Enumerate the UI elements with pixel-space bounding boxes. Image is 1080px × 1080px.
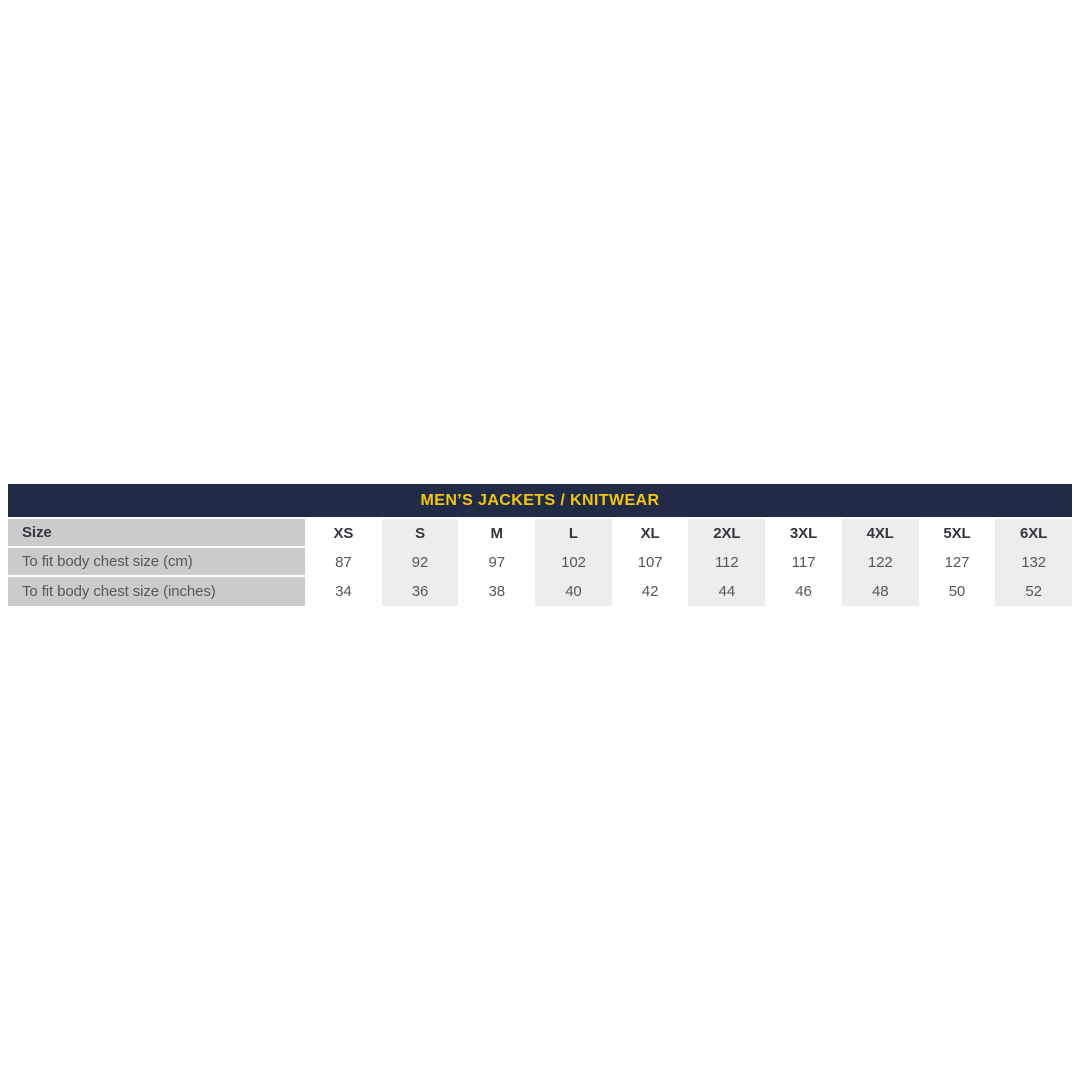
measurement-value: 112	[688, 548, 766, 577]
measurement-value: 34	[335, 583, 352, 600]
size-chart: MEN’S JACKETS / KNITWEAR Size XS S M L XL 2XL 3…	[8, 484, 1072, 606]
size-column-header: 4XL	[841, 519, 919, 548]
size-row-header: Size	[8, 519, 305, 548]
measurement-row-label: To fit body chest size (inches)	[8, 577, 305, 606]
measurement-value: 122	[841, 548, 919, 577]
measurement-value: 97	[488, 554, 505, 571]
measurement-value: 46	[795, 583, 812, 600]
size-column-header: 5XL	[943, 525, 971, 542]
size-column-header: L	[535, 519, 612, 548]
measurement-value: 42	[641, 583, 659, 600]
size-chart-header: MEN’S JACKETS / KNITWEAR	[8, 484, 1072, 517]
size-column-header: S	[381, 519, 459, 548]
measurement-value: 36	[381, 577, 459, 606]
measurement-row-label: To fit body chest size (cm)	[8, 548, 305, 577]
size-column-header: 3XL	[789, 525, 818, 542]
measurement-value: 117	[791, 554, 816, 571]
measurement-value: 107	[637, 554, 663, 571]
size-column-header: XL	[640, 525, 660, 542]
measurement-value: 44	[688, 577, 766, 606]
measurement-value: 92	[381, 548, 459, 577]
size-column-header: M	[490, 525, 504, 542]
measurement-value: 87	[335, 554, 352, 571]
measurement-value: 127	[944, 554, 970, 571]
measurement-value: 40	[535, 577, 612, 606]
measurement-value: 38	[488, 583, 505, 600]
size-chart-title: MEN’S JACKETS / KNITWEAR	[420, 491, 660, 509]
measurement-value: 52	[995, 577, 1072, 606]
measurement-value: 48	[841, 577, 919, 606]
size-column-header: 6XL	[995, 519, 1072, 548]
size-column-header: 2XL	[688, 519, 766, 548]
size-chart-table: Size XS S M L XL 2XL 3XL 4XL 5XL 6XL To fit body ch…	[8, 519, 1072, 606]
measurement-value: 132	[995, 548, 1072, 577]
measurement-value: 50	[948, 583, 966, 600]
size-column-header: XS	[333, 525, 354, 542]
measurement-value: 102	[535, 548, 612, 577]
